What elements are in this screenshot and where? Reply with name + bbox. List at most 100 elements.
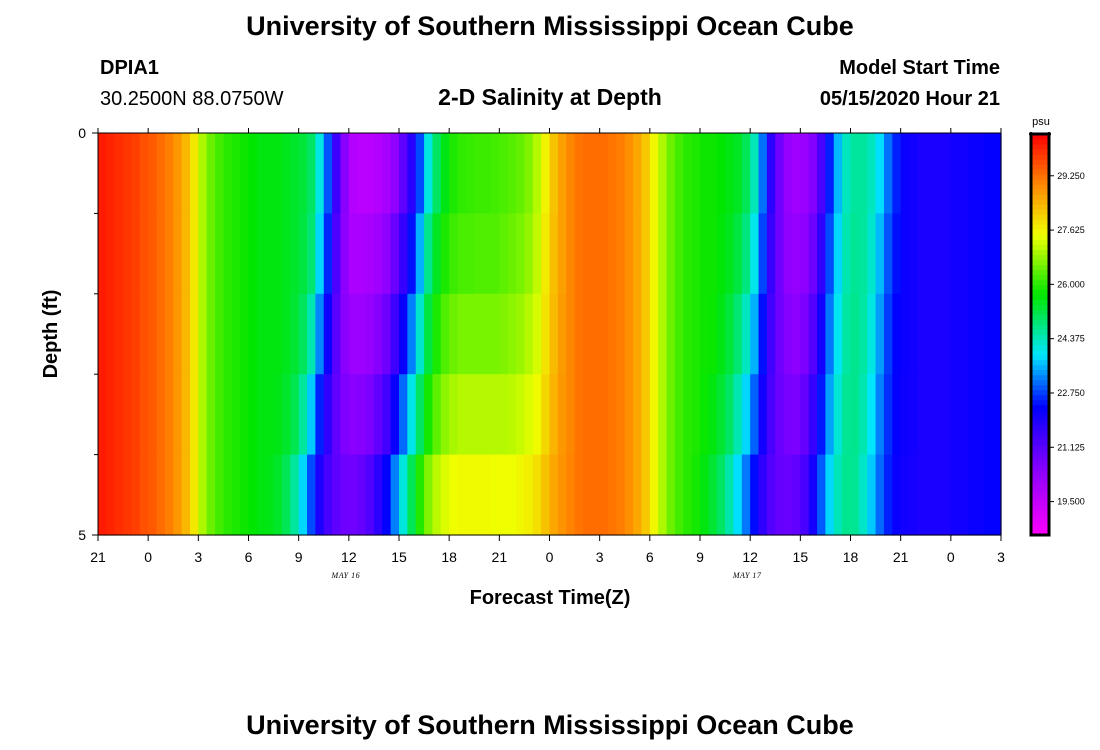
heatmap-cell bbox=[516, 374, 526, 456]
heatmap-cell bbox=[332, 133, 342, 214]
colorbar-tick-label: 24.375 bbox=[1057, 334, 1085, 344]
heatmap-cell bbox=[683, 374, 693, 456]
colorbar-swatch bbox=[1031, 359, 1049, 366]
heatmap-cell bbox=[215, 454, 225, 536]
x-tick-label: 3 bbox=[596, 549, 604, 565]
heatmap-cell bbox=[465, 374, 475, 456]
heatmap-cell bbox=[290, 133, 300, 214]
heatmap-cell bbox=[432, 374, 442, 456]
heatmap-cell bbox=[992, 213, 1002, 295]
heatmap-cell bbox=[449, 133, 459, 214]
heatmap-cell bbox=[240, 454, 250, 536]
heatmap-cell bbox=[975, 293, 985, 375]
heatmap-cell bbox=[156, 213, 166, 295]
heatmap-cell bbox=[875, 293, 885, 375]
heatmap-cell bbox=[566, 213, 576, 295]
x-tick-label: 6 bbox=[646, 549, 654, 565]
heatmap-cell bbox=[608, 133, 617, 214]
heatmap-cell bbox=[265, 454, 275, 536]
heatmap-cell bbox=[842, 374, 852, 456]
colorbar-swatch bbox=[1031, 234, 1049, 240]
heatmap-cell bbox=[240, 374, 250, 456]
heatmap-cell bbox=[950, 213, 960, 295]
heatmap-cell bbox=[674, 374, 684, 456]
heatmap-cell bbox=[365, 133, 375, 214]
heatmap-cell bbox=[608, 374, 617, 456]
colorbar-swatch bbox=[1031, 494, 1049, 501]
x-tick-label: 15 bbox=[793, 549, 809, 565]
heatmap-cell bbox=[440, 133, 450, 214]
colorbar-swatch bbox=[1031, 459, 1049, 466]
heatmap-cell bbox=[817, 374, 827, 456]
heatmap-cell bbox=[649, 454, 659, 536]
heatmap-cell bbox=[683, 133, 693, 214]
heatmap-cell bbox=[507, 293, 517, 375]
heatmap-cell bbox=[691, 213, 701, 295]
colorbar-swatch bbox=[1031, 284, 1049, 290]
heatmap-cell bbox=[750, 213, 760, 295]
heatmap-cell bbox=[490, 454, 500, 536]
heatmap-cell bbox=[599, 133, 609, 214]
heatmap-cell bbox=[775, 293, 785, 375]
heatmap-cell bbox=[114, 454, 124, 536]
heatmap-cell bbox=[273, 454, 283, 536]
heatmap-cell bbox=[415, 293, 425, 375]
heatmap-cell bbox=[925, 293, 935, 375]
heatmap-cell bbox=[733, 293, 743, 375]
heatmap-cell bbox=[800, 454, 810, 536]
heatmap-cell bbox=[215, 213, 225, 295]
x-tick-label: 0 bbox=[546, 549, 554, 565]
x-tick-label: 18 bbox=[843, 549, 859, 565]
heatmap-cell bbox=[582, 454, 592, 536]
heatmap-cell bbox=[599, 454, 609, 536]
heatmap-cell bbox=[649, 213, 659, 295]
heatmap-cell bbox=[399, 133, 408, 214]
heatmap-cell bbox=[658, 374, 668, 456]
heatmap-cell bbox=[541, 293, 551, 375]
heatmap-cell bbox=[758, 293, 768, 375]
heatmap-cell bbox=[800, 213, 810, 295]
colorbar-swatch bbox=[1031, 394, 1049, 401]
heatmap-cell bbox=[424, 293, 434, 375]
heatmap-cell bbox=[298, 133, 308, 214]
heatmap-cell bbox=[499, 454, 509, 536]
heatmap-cell bbox=[323, 454, 333, 536]
heatmap-cell bbox=[357, 454, 367, 536]
heatmap-cell bbox=[950, 133, 960, 214]
heatmap-cell bbox=[582, 293, 592, 375]
heatmap-cell bbox=[808, 293, 818, 375]
colorbar-tick-label: 26.000 bbox=[1057, 279, 1085, 289]
heatmap-cell bbox=[791, 374, 801, 456]
heatmap-cell bbox=[106, 454, 116, 536]
colorbar-swatch bbox=[1031, 324, 1049, 331]
heatmap-cell bbox=[407, 293, 417, 375]
heatmap-cell bbox=[357, 293, 367, 375]
heatmap-cell bbox=[833, 293, 843, 375]
heatmap-cell bbox=[825, 293, 835, 375]
heatmap-cell bbox=[549, 454, 559, 536]
colorbar-tick-label: 22.750 bbox=[1057, 388, 1085, 398]
heatmap-cell bbox=[156, 133, 166, 214]
heatmap-cell bbox=[875, 133, 885, 214]
heatmap-cell bbox=[516, 133, 526, 214]
colorbar-tick-label: 21.125 bbox=[1057, 442, 1085, 452]
heatmap-cell bbox=[733, 133, 743, 214]
heatmap-cell bbox=[808, 454, 818, 536]
colorbar-swatch bbox=[1031, 379, 1049, 386]
heatmap-cell bbox=[817, 293, 827, 375]
x-axis-title: Forecast Time(Z) bbox=[470, 587, 631, 609]
heatmap-cell bbox=[298, 374, 308, 456]
heatmap-cell bbox=[741, 454, 751, 536]
heatmap-cell bbox=[825, 133, 835, 214]
heatmap-cell bbox=[139, 213, 149, 295]
heatmap-cell bbox=[399, 213, 408, 295]
heatmap-cell bbox=[599, 374, 609, 456]
heatmap-cell bbox=[825, 374, 835, 456]
colorbar-swatch bbox=[1031, 174, 1049, 180]
heatmap-cell bbox=[373, 213, 383, 295]
heatmap-cell bbox=[516, 293, 526, 375]
heatmap-cell bbox=[206, 133, 216, 214]
heatmap-cell bbox=[399, 374, 408, 456]
colorbar-swatch bbox=[1031, 289, 1049, 295]
